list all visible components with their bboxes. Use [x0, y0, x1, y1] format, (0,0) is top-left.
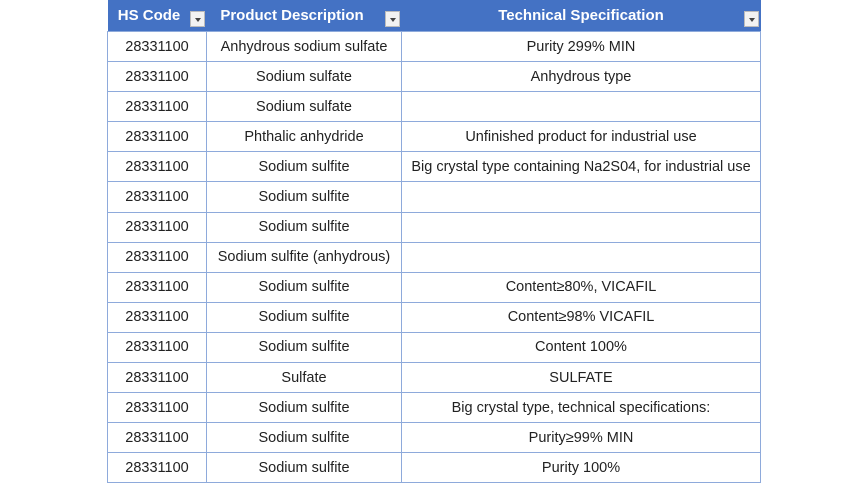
table-row: 28331100 Sodium sulfate Anhydrous type [107, 61, 761, 93]
cell-hs-code[interactable]: 28331100 [107, 452, 207, 484]
filter-dropdown-icon[interactable] [743, 11, 759, 27]
cell-technical-specification[interactable] [401, 91, 761, 123]
cell-hs-code[interactable]: 28331100 [107, 30, 207, 63]
cell-product-description[interactable]: Sulfate [206, 362, 402, 394]
cell-technical-specification[interactable]: Big crystal type containing Na2S04, for … [401, 151, 761, 183]
cell-hs-code[interactable]: 28331100 [107, 211, 207, 243]
cell-product-description[interactable]: Sodium sulfite [206, 211, 402, 243]
cell-technical-specification[interactable] [401, 181, 761, 213]
cell-product-description[interactable]: Sodium sulfite [206, 301, 402, 333]
header-row: HS Code Product Description Technical Sp… [107, 0, 761, 32]
cell-hs-code[interactable]: 28331100 [107, 121, 207, 153]
cell-technical-specification[interactable]: Content≥80%, VICAFIL [401, 271, 761, 303]
table-row: 28331100 Sodium sulfite Big crystal type, … [107, 392, 761, 424]
table-row: 28331100 Sodium sulfite [107, 211, 761, 243]
header-technical-specification: Technical Specification [401, 0, 761, 32]
cell-hs-code[interactable]: 28331100 [107, 271, 207, 303]
cell-hs-code[interactable]: 28331100 [107, 61, 207, 93]
table-row: 28331100 Sodium sulfite Purity≥99% MIN [107, 422, 761, 454]
table-row: 28331100 Anhydrous sodium sulfate Purity 2… [107, 30, 761, 63]
cell-product-description[interactable]: Sodium sulfate [206, 91, 402, 123]
cell-technical-specification[interactable]: Content 100% [401, 331, 761, 364]
cell-technical-specification[interactable]: Anhydrous type [401, 61, 761, 93]
header-label: Technical Specification [498, 7, 664, 24]
table-row: 28331100 Sodium sulfite Purity 100% [107, 452, 761, 484]
cell-technical-specification[interactable]: SULFATE [401, 362, 761, 394]
header-product-description: Product Description [206, 0, 402, 32]
cell-technical-specification[interactable]: Unfinished product for industrial use [401, 121, 761, 153]
cell-hs-code[interactable]: 28331100 [107, 392, 207, 424]
cell-hs-code[interactable]: 28331100 [107, 151, 207, 183]
table-row: 28331100 Sodium sulfite [107, 181, 761, 213]
cell-technical-specification[interactable]: Purity 299% MIN [401, 30, 761, 63]
cell-product-description[interactable]: Sodium sulfite [206, 392, 402, 424]
cell-product-description[interactable]: Sodium sulfite [206, 271, 402, 303]
cell-technical-specification[interactable] [401, 211, 761, 243]
cell-technical-specification[interactable]: Content≥98% VICAFIL [401, 301, 761, 333]
cell-hs-code[interactable]: 28331100 [107, 181, 207, 213]
product-table: HS Code Product Description Technical Sp… [107, 0, 761, 484]
table-row: 28331100 Phthalic anhydride Unfinished pro… [107, 121, 761, 153]
header-label: HS Code [117, 7, 181, 24]
table-row: 28331100 Sodium sulfite Content 100% [107, 331, 761, 364]
cell-product-description[interactable]: Sodium sulfite [206, 331, 402, 364]
table-row: 28331100 Sodium sulfite Content≥80%, VICAF… [107, 271, 761, 303]
cell-product-description[interactable]: Sodium sulfate [206, 61, 402, 93]
cell-product-description[interactable]: Sodium sulfite [206, 181, 402, 213]
cell-hs-code[interactable]: 28331100 [107, 362, 207, 394]
header-hs-code: HS Code [107, 0, 207, 32]
table-row: 28331100 Sodium sulfate [107, 91, 761, 123]
cell-technical-specification[interactable] [401, 241, 761, 273]
cell-hs-code[interactable]: 28331100 [107, 301, 207, 333]
table-row: 28331100 Sodium sulfite Big crystal type c… [107, 151, 761, 183]
cell-technical-specification[interactable]: Purity≥99% MIN [401, 422, 761, 454]
cell-hs-code[interactable]: 28331100 [107, 422, 207, 454]
cell-technical-specification[interactable]: Purity 100% [401, 452, 761, 484]
cell-hs-code[interactable]: 28331100 [107, 241, 207, 273]
cell-technical-specification[interactable]: Big crystal type, technical specificatio… [401, 392, 761, 424]
table-row: 28331100 Sulfate SULFATE [107, 362, 761, 394]
cell-product-description[interactable]: Anhydrous sodium sulfate [206, 30, 402, 63]
cell-product-description[interactable]: Phthalic anhydride [206, 121, 402, 153]
cell-product-description[interactable]: Sodium sulfite [206, 452, 402, 484]
cell-hs-code[interactable]: 28331100 [107, 91, 207, 123]
cell-product-description[interactable]: Sodium sulfite (anhydrous) [206, 241, 402, 273]
table-row: 28331100 Sodium sulfite Content≥98% VICAFI… [107, 301, 761, 333]
table-row: 28331100 Sodium sulfite (anhydrous) [107, 241, 761, 273]
cell-hs-code[interactable]: 28331100 [107, 331, 207, 364]
cell-product-description[interactable]: Sodium sulfite [206, 151, 402, 183]
filter-dropdown-icon[interactable] [384, 11, 400, 27]
cell-product-description[interactable]: Sodium sulfite [206, 422, 402, 454]
filter-dropdown-icon[interactable] [189, 11, 205, 27]
header-label: Product Description [220, 7, 364, 24]
